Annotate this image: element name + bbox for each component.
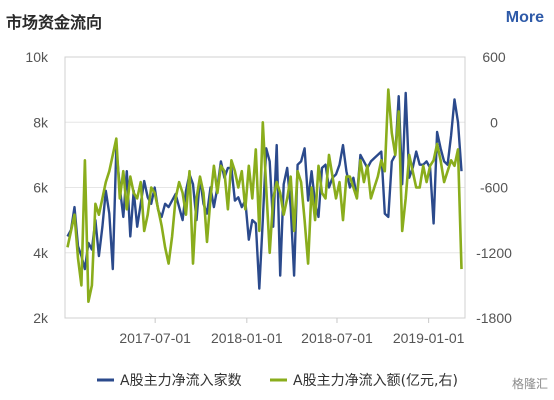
legend-label: A股主力净流入额(亿元,右) (293, 373, 458, 389)
series-lines (66, 88, 463, 304)
left-tick-label: 2k (33, 310, 49, 326)
left-tick-label: 10k (25, 49, 49, 65)
right-axis-ticks: 600 0 -600 -1200 -1800 (476, 49, 512, 326)
series-line-amount (66, 88, 463, 304)
more-link[interactable]: More (505, 9, 544, 26)
right-tick-label: 600 (482, 49, 506, 65)
watermark: 格隆汇 (512, 376, 548, 391)
x-tick-label: 2018-07-01 (301, 330, 373, 346)
right-tick-label: -1800 (476, 310, 512, 326)
x-axis-ticks: 2017-07-01 2018-01-01 2018-07-01 2019-01-01 (119, 318, 465, 346)
x-tick-label: 2017-07-01 (119, 330, 191, 346)
legend: A股主力净流入家数 A股主力净流入额(亿元,右) (97, 372, 458, 389)
left-axis-ticks: 10k 8k 6k 4k 2k (25, 49, 49, 326)
right-tick-label: 0 (490, 114, 498, 130)
x-tick-label: 2018-01-01 (211, 330, 283, 346)
legend-label: A股主力净流入家数 (120, 372, 242, 389)
right-tick-label: -600 (480, 180, 508, 196)
plot-area-border (64, 56, 466, 319)
page-title: 市场资金流向 (6, 13, 103, 32)
header: 市场资金流向 More (0, 0, 554, 40)
x-tick-label: 2019-01-01 (393, 330, 465, 346)
left-tick-label: 8k (33, 114, 49, 130)
left-tick-label: 6k (33, 180, 49, 196)
left-tick-label: 4k (33, 245, 49, 261)
right-tick-label: -1200 (476, 245, 512, 261)
